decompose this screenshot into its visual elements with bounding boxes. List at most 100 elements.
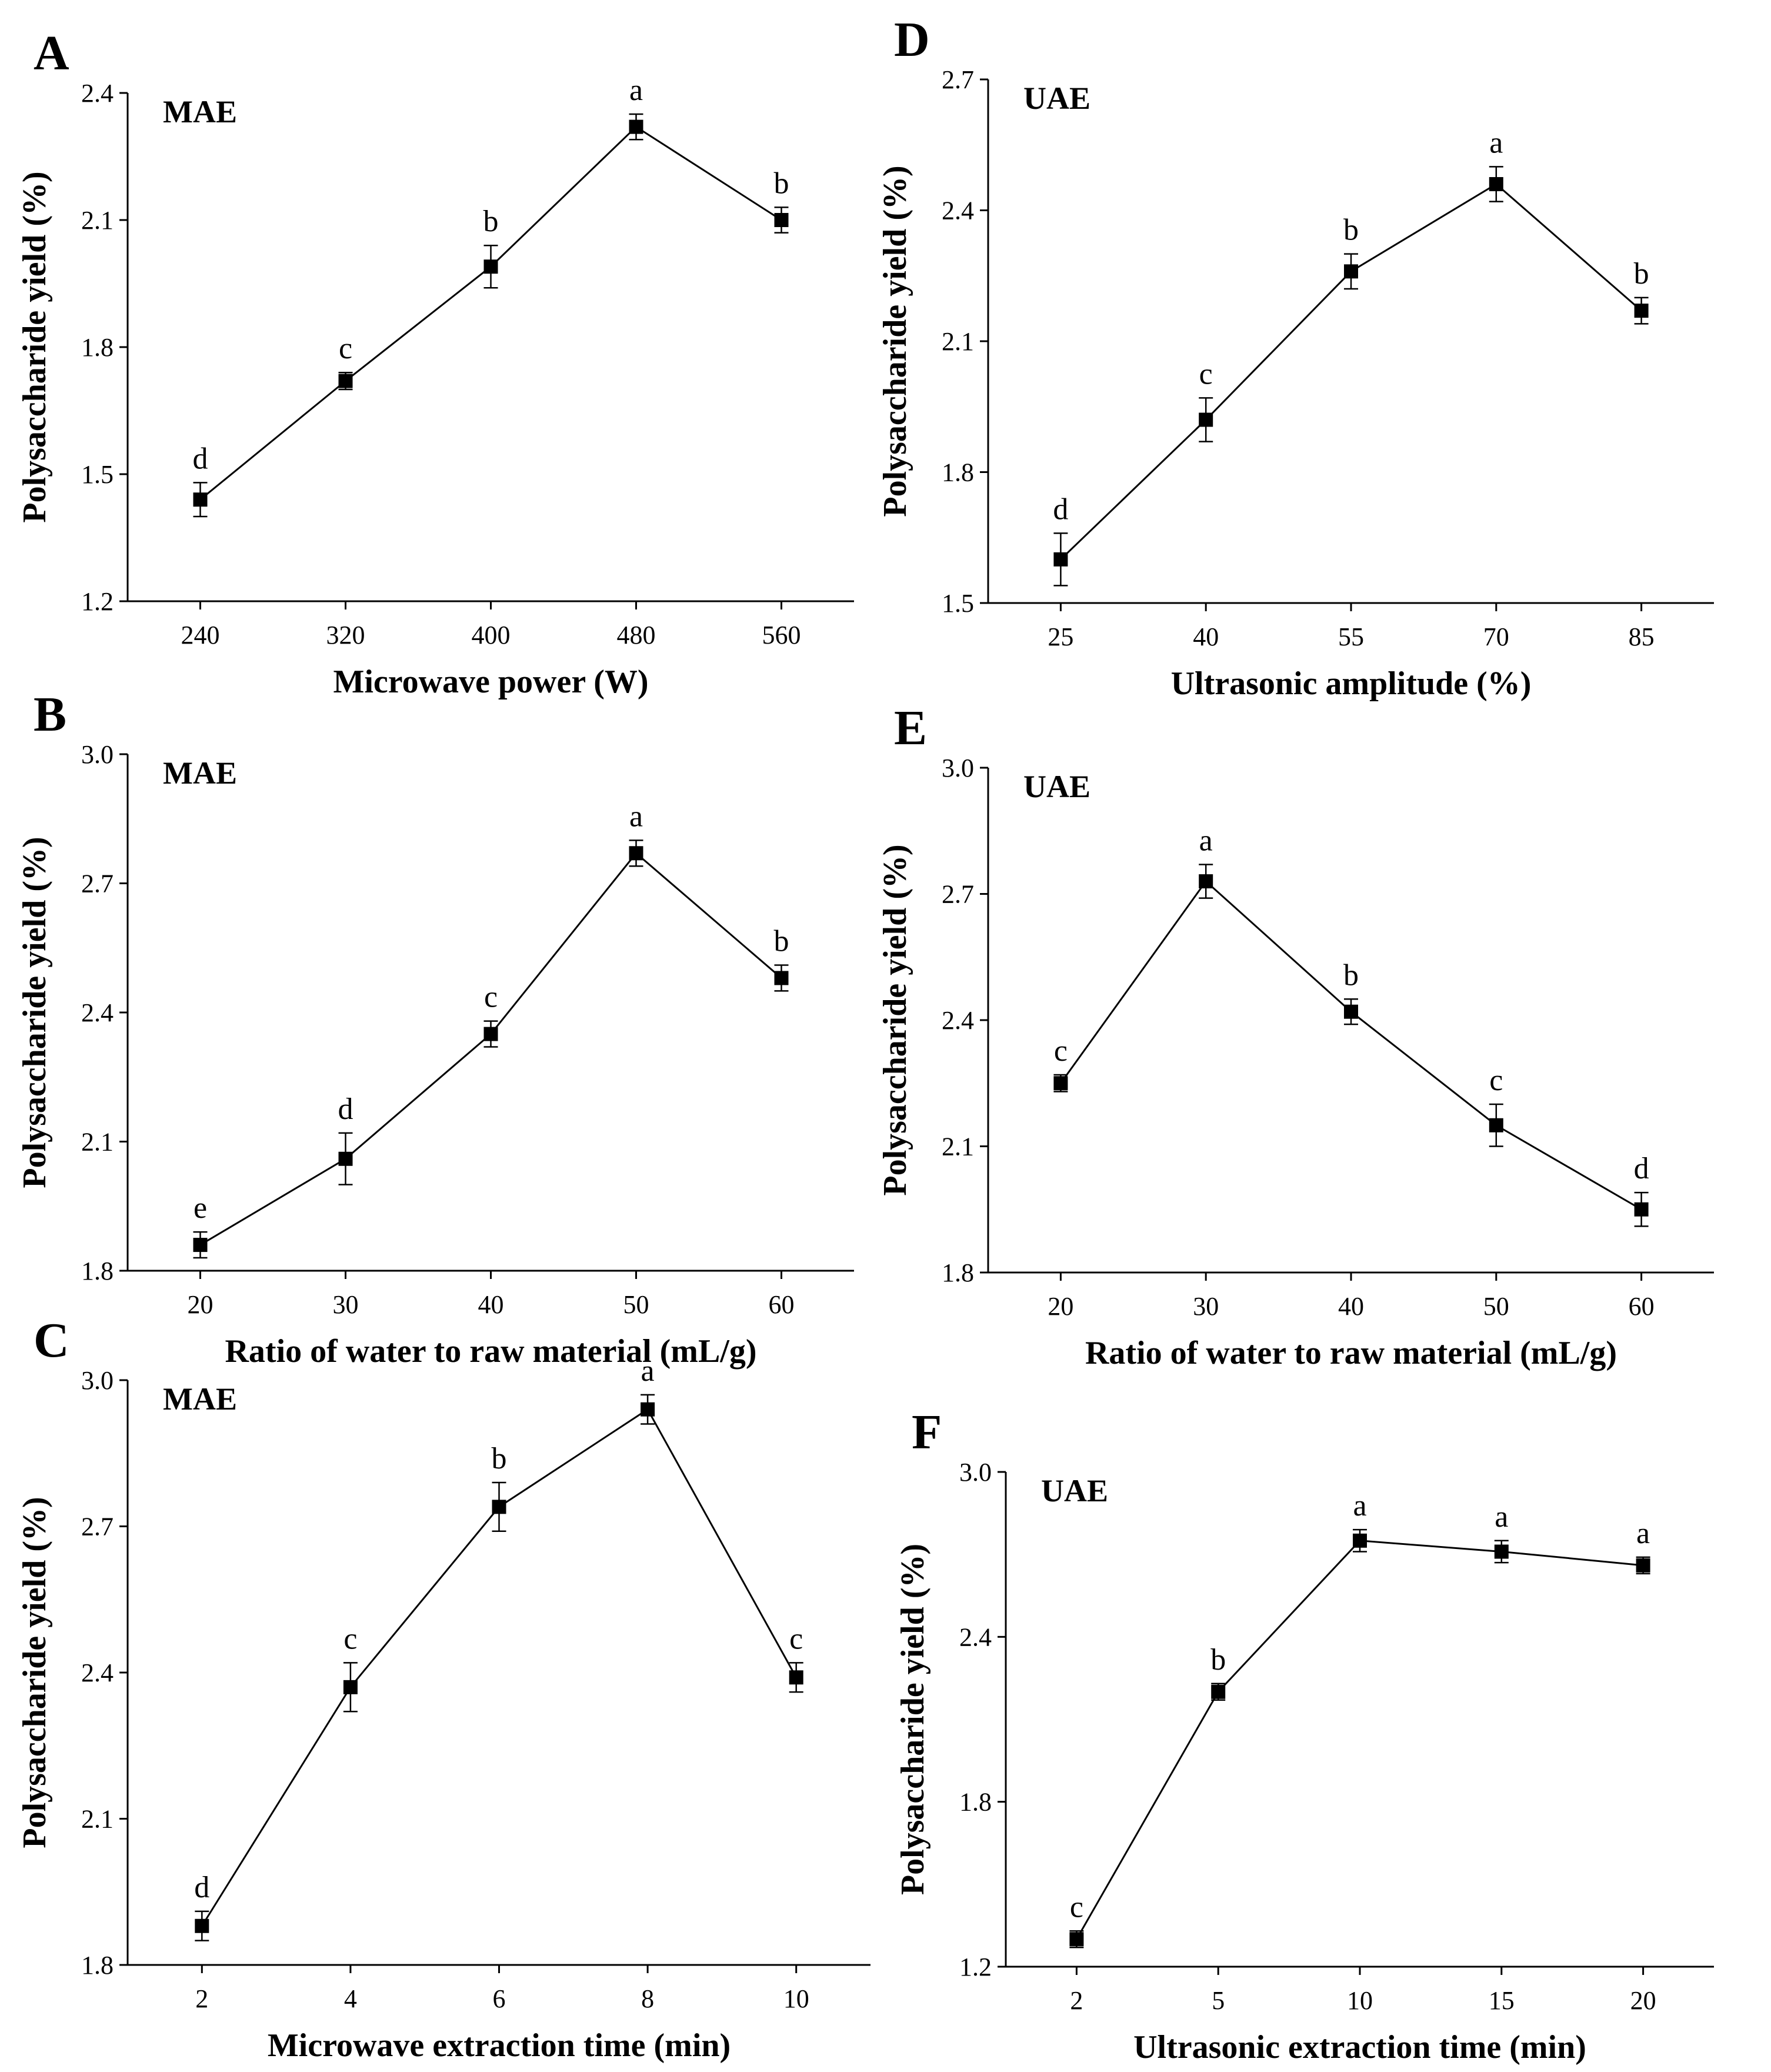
y-axis-title: Polysaccharide yield (%) <box>16 837 53 1188</box>
x-tick-label: 50 <box>623 1290 649 1319</box>
data-point <box>1211 1684 1226 1699</box>
panel-letter-b: B <box>34 687 66 742</box>
data-point <box>483 1027 498 1041</box>
method-label: UAE <box>1023 769 1090 804</box>
x-tick-label: 10 <box>1347 1986 1373 2015</box>
y-tick-label: 2.1 <box>942 1132 974 1161</box>
x-tick-label: 320 <box>326 621 365 649</box>
y-tick-label: 2.4 <box>81 998 114 1027</box>
data-point <box>1353 1533 1367 1548</box>
significance-letter: d <box>1053 492 1068 526</box>
x-axis-title: Ultrasonic amplitude (%) <box>1171 665 1532 702</box>
significance-letter: a <box>1636 1517 1650 1550</box>
y-axis-title: Polysaccharide yield (%) <box>16 1497 53 1848</box>
data-point <box>1494 1544 1509 1559</box>
panel-letter-e: E <box>894 701 927 755</box>
y-tick-label: 2.4 <box>942 196 974 225</box>
y-tick-label: 1.8 <box>942 458 974 487</box>
data-point <box>789 1670 803 1685</box>
data-point <box>483 259 498 274</box>
y-tick-label: 1.8 <box>81 1951 114 1980</box>
x-tick-label: 25 <box>1048 622 1073 651</box>
x-axis-title: Ultrasonic extraction time (min) <box>1133 2029 1586 2066</box>
significance-letter: a <box>1489 126 1503 159</box>
y-tick-label: 2.1 <box>81 1128 114 1157</box>
significance-letter: d <box>193 442 208 475</box>
chart-panel-e: E UAE 1.8 2.1 2.4 2.7 3.0 20 30 40 50 60 Ratio of wa… <box>877 701 1714 1371</box>
y-axis-title: Polysaccharide yield (%) <box>877 844 913 1195</box>
data-point <box>1069 1932 1084 1947</box>
y-axis-title: Polysaccharide yield (%) <box>895 1544 931 1895</box>
data-point <box>1344 1004 1358 1019</box>
data-point <box>193 1238 208 1252</box>
chart-panel-a: A MAE 1.2 1.5 1.8 2.1 2.4 240 320 400 480 560 Microw… <box>16 26 854 700</box>
y-tick-label: 2.4 <box>81 1658 114 1687</box>
x-tick-label: 50 <box>1483 1292 1509 1321</box>
y-tick-label: 1.5 <box>942 589 974 618</box>
x-tick-label: 40 <box>1338 1292 1364 1321</box>
y-tick-label: 2.1 <box>942 327 974 356</box>
x-tick-label: 400 <box>472 621 511 649</box>
panel-letter-a: A <box>34 26 69 81</box>
significance-letter: c <box>484 981 498 1014</box>
x-tick-label: 4 <box>344 1984 357 2013</box>
method-label: MAE <box>163 755 237 791</box>
significance-letter: b <box>1210 1643 1226 1677</box>
significance-letter: a <box>629 800 643 833</box>
significance-letter: b <box>492 1442 507 1475</box>
y-tick-label: 1.5 <box>81 460 114 489</box>
data-point <box>338 1151 353 1166</box>
y-tick-label: 2.7 <box>942 880 974 909</box>
data-point <box>1199 874 1213 889</box>
data-point <box>492 1500 506 1514</box>
significance-letter: a <box>629 74 643 107</box>
significance-letter: a <box>1495 1500 1508 1534</box>
x-tick-label: 10 <box>783 1984 809 2013</box>
data-point <box>641 1402 655 1417</box>
series-line <box>1076 1540 1643 1940</box>
x-tick-label: 30 <box>1193 1292 1219 1321</box>
series-line <box>1060 880 1642 1211</box>
method-label: MAE <box>163 94 237 129</box>
data-point <box>338 374 353 388</box>
data-point <box>1634 1202 1649 1217</box>
y-tick-label: 2.1 <box>81 206 114 235</box>
panel-letter-f: F <box>912 1405 942 1460</box>
x-axis-title: Microwave extraction time (min) <box>268 2027 731 2064</box>
data-point <box>1636 1558 1650 1573</box>
x-tick-label: 5 <box>1212 1986 1225 2015</box>
significance-letter: e <box>194 1191 207 1225</box>
data-point <box>1634 304 1649 318</box>
y-tick-label: 2.4 <box>81 79 114 108</box>
x-tick-label: 560 <box>762 621 801 649</box>
significance-letter: b <box>1343 214 1359 247</box>
significance-letter: c <box>789 1622 803 1655</box>
y-tick-label: 1.8 <box>81 333 114 362</box>
panel-letter-c: C <box>34 1313 69 1368</box>
data-point <box>774 971 789 985</box>
significance-letter: c <box>1054 1034 1068 1068</box>
x-tick-label: 40 <box>478 1290 504 1319</box>
data-point <box>1489 1118 1503 1132</box>
x-axis-title: Ratio of water to raw material (mL/g) <box>1085 1335 1617 1371</box>
x-tick-label: 2 <box>195 1984 208 2013</box>
significance-letter: b <box>1343 958 1359 992</box>
chart-panel-f: F UAE 1.2 1.8 2.4 3.0 2 5 10 15 20 Ultrasonic extra… <box>895 1405 1714 2066</box>
significance-letter: b <box>483 205 499 238</box>
y-tick-label: 1.2 <box>959 1953 992 1981</box>
panel-letter-d: D <box>894 12 930 67</box>
x-tick-label: 55 <box>1338 622 1364 651</box>
significance-letter: a <box>641 1354 655 1388</box>
series-line <box>199 852 782 1246</box>
x-tick-label: 20 <box>1048 1292 1073 1321</box>
method-label: UAE <box>1023 81 1090 116</box>
chart-panel-d: D UAE 1.5 1.8 2.1 2.4 2.7 25 40 55 70 85 Ultrasonic … <box>877 12 1714 702</box>
x-tick-label: 20 <box>188 1290 214 1319</box>
significance-letter: a <box>1199 824 1213 857</box>
data-point <box>343 1680 358 1694</box>
y-tick-label: 3.0 <box>81 740 114 769</box>
x-axis-title: Microwave power (W) <box>333 664 649 700</box>
series-line <box>199 125 782 501</box>
significance-letter: c <box>1199 357 1213 391</box>
